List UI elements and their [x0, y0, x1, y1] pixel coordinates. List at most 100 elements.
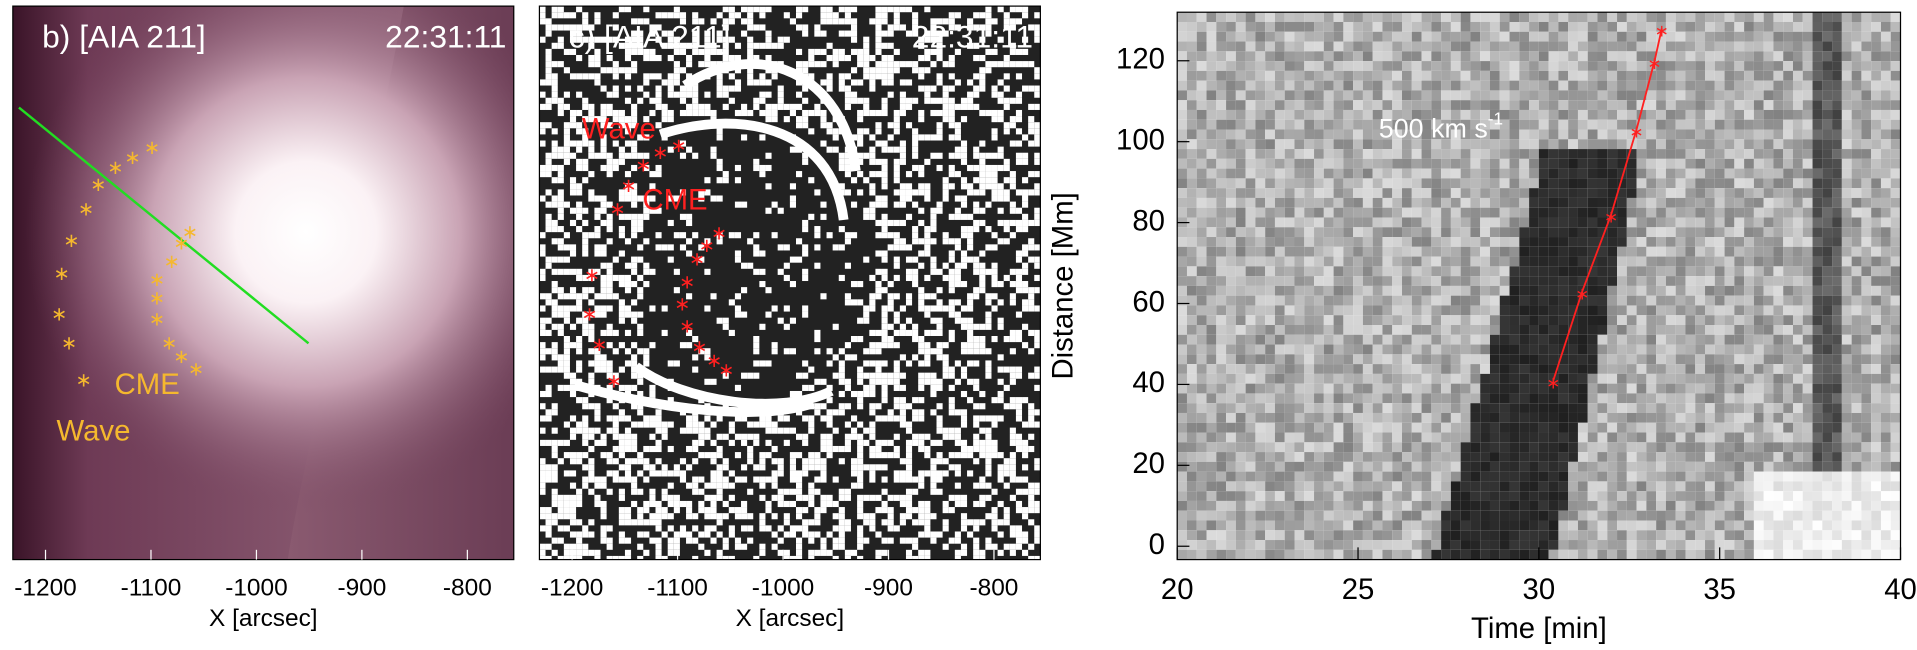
map-cell [1793, 22, 1803, 32]
noise-cell [869, 214, 875, 220]
noise-cell [729, 330, 735, 336]
map-cell [1617, 149, 1627, 159]
noise-cell [949, 238, 955, 244]
map-cell [1265, 12, 1275, 22]
noise-cell [808, 367, 814, 373]
map-cell [1177, 188, 1187, 198]
noise-cell [973, 550, 979, 556]
noise-cell [1010, 330, 1016, 336]
map-cell [1627, 198, 1637, 208]
map-cell [1294, 149, 1304, 159]
noise-cell [985, 244, 991, 250]
map-cell [1627, 247, 1637, 257]
map-cell [1216, 159, 1226, 169]
noise-cell [1028, 293, 1034, 299]
noise-cell [979, 477, 985, 483]
map-cell [1793, 266, 1803, 276]
map-cell [1510, 178, 1520, 188]
map-cell [1715, 22, 1725, 32]
noise-cell [827, 79, 833, 85]
noise-cell [631, 147, 637, 153]
map-cell [1207, 217, 1217, 227]
map-cell [1275, 32, 1285, 42]
noise-cell [680, 342, 686, 348]
map-cell [1304, 266, 1314, 276]
noise-cell [930, 220, 936, 226]
map-cell [1666, 110, 1676, 120]
noise-cell [961, 104, 967, 110]
noise-cell [564, 440, 570, 446]
map-cell [1207, 12, 1217, 22]
map-cell [1519, 188, 1529, 198]
noise-cell [570, 244, 576, 250]
map-cell [1275, 257, 1285, 267]
noise-cell [930, 538, 936, 544]
map-cell [1529, 71, 1539, 81]
map-cell [1715, 100, 1725, 110]
noise-cell [924, 513, 930, 519]
noise-cell [625, 312, 631, 318]
map-cell [1226, 208, 1236, 218]
noise-cell [949, 110, 955, 116]
noise-cell [1016, 477, 1022, 483]
map-cell [1539, 198, 1549, 208]
noise-cell [918, 483, 924, 489]
map-cell [1881, 208, 1891, 218]
noise-cell [888, 299, 894, 305]
noise-cell [558, 385, 564, 391]
map-cell [1363, 120, 1373, 130]
noise-cell [747, 18, 753, 24]
noise-cell [1016, 281, 1022, 287]
map-cell [1598, 110, 1608, 120]
map-cell [1695, 32, 1705, 42]
map-cell [1715, 12, 1725, 22]
noise-cell [772, 428, 778, 434]
map-cell [1793, 247, 1803, 257]
noise-cell [991, 244, 997, 250]
map-cell [1695, 51, 1705, 61]
map-cell [1803, 178, 1813, 188]
map-cell [1373, 276, 1383, 286]
map-cell [1285, 90, 1295, 100]
map-cell [1265, 169, 1275, 179]
map-cell [1676, 90, 1686, 100]
noise-cell [845, 92, 851, 98]
map-cell [1187, 247, 1197, 257]
map-cell [1871, 169, 1881, 179]
noise-cell [802, 470, 808, 476]
noise-cell [967, 244, 973, 250]
map-cell [1568, 247, 1578, 257]
map-cell [1549, 100, 1559, 110]
noise-cell [784, 12, 790, 18]
noise-cell [973, 415, 979, 421]
noise-cell [961, 153, 967, 159]
map-cell [1754, 100, 1764, 110]
map-cell [1373, 217, 1383, 227]
noise-cell [784, 519, 790, 525]
map-cell [1519, 22, 1529, 32]
map-cell [1197, 42, 1207, 52]
map-cell [1343, 42, 1353, 52]
noise-cell [625, 55, 631, 61]
map-cell [1637, 266, 1647, 276]
noise-cell [539, 232, 545, 238]
noise-cell [985, 177, 991, 183]
noise-cell [869, 513, 875, 519]
map-cell [1725, 51, 1735, 61]
map-cell [1294, 12, 1304, 22]
map-cell [1334, 12, 1344, 22]
noise-cell [1016, 128, 1022, 134]
noise-cell [741, 544, 747, 550]
noise-cell [888, 525, 894, 531]
noise-cell [1016, 141, 1022, 147]
map-cell [1744, 42, 1754, 52]
noise-cell [827, 6, 833, 12]
map-cell [1695, 61, 1705, 71]
map-cell [1881, 217, 1891, 227]
noise-cell [918, 183, 924, 189]
noise-cell [967, 531, 973, 537]
noise-cell [979, 391, 985, 397]
noise-cell [674, 538, 680, 544]
map-cell [1480, 198, 1490, 208]
map-cell [1275, 110, 1285, 120]
